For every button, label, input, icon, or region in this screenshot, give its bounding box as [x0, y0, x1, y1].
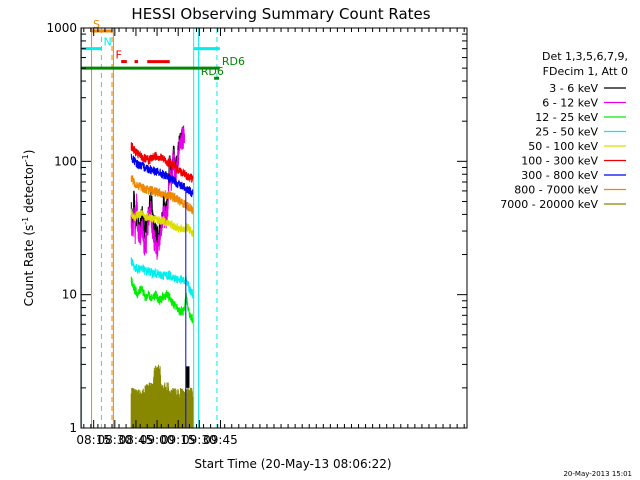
series-line-3 [130, 257, 194, 299]
legend: Det 1,3,5,6,7,9, FDecim 1, Att 0 3 - 6 k… [500, 50, 628, 211]
flag-label-1: N [104, 36, 112, 49]
series-line-5 [130, 142, 194, 183]
legend-label-6: 300 - 800 keV [521, 169, 598, 182]
legend-header-2: FDecim 1, Att 0 [543, 65, 628, 78]
y-axis-label-sup2: -1 [21, 154, 30, 162]
x-tick-label-2: 08:45 [119, 433, 154, 447]
series-7000-20000-kev [130, 364, 194, 428]
legend-label-8: 7000 - 20000 keV [500, 198, 598, 211]
timestamp: 20-May-2013 15:01 [563, 470, 632, 478]
legend-label-4: 50 - 100 keV [528, 140, 598, 153]
flag-label-0: S [93, 18, 100, 31]
legend-label-3: 25 - 50 keV [535, 126, 598, 139]
x-tick-label-1: 08:30 [98, 433, 133, 447]
legend-label-0: 3 - 6 keV [549, 82, 598, 95]
y-axis-label-end: ) [22, 150, 36, 155]
series-line-7 [130, 175, 194, 215]
y-axis-label: Count Rate (s-1 detector-1) [21, 150, 36, 307]
flag-label-2: F [116, 49, 122, 62]
legend-label-2: 12 - 25 keV [535, 111, 598, 124]
x-tick-label-6: 09:45 [203, 433, 238, 447]
flag-label-6: RD6 [201, 65, 224, 78]
y-axis-label-sup1: -1 [21, 217, 30, 225]
legend-label-5: 100 - 300 keV [521, 155, 598, 168]
x-axis-label: Start Time (20-May-13 08:06:22) [194, 457, 391, 471]
y-tick-label-2: 10 [62, 288, 77, 302]
x-tick-label-5: 09:30 [182, 433, 217, 447]
y-tick-label-1: 100 [54, 154, 77, 168]
series-line-6 [130, 153, 194, 198]
x-tick-label-3: 09:00 [140, 433, 175, 447]
legend-label-1: 6 - 12 keV [542, 97, 598, 110]
y-tick-label-3: 1 [69, 421, 77, 435]
legend-label-7: 800 - 7000 keV [514, 184, 598, 197]
y-tick-label-0: 1000 [46, 21, 77, 35]
flag-label-5: RD6 [222, 55, 245, 68]
x-tick-label-4: 09:15 [161, 433, 196, 447]
series-line-2 [130, 276, 194, 324]
y-axis-label-mid: detector [22, 162, 36, 217]
chart-title: HESSI Observing Summary Count Rates [131, 5, 430, 23]
legend-header-1: Det 1,3,5,6,7,9, [542, 50, 628, 63]
x-tick-label-0: 08:15 [76, 433, 111, 447]
series-line-1 [130, 125, 185, 260]
series-layer [130, 125, 194, 428]
y-axis-label-main: Count Rate (s [22, 225, 36, 307]
series-3-6-gap-block [186, 366, 190, 388]
series-line-4 [130, 208, 194, 237]
